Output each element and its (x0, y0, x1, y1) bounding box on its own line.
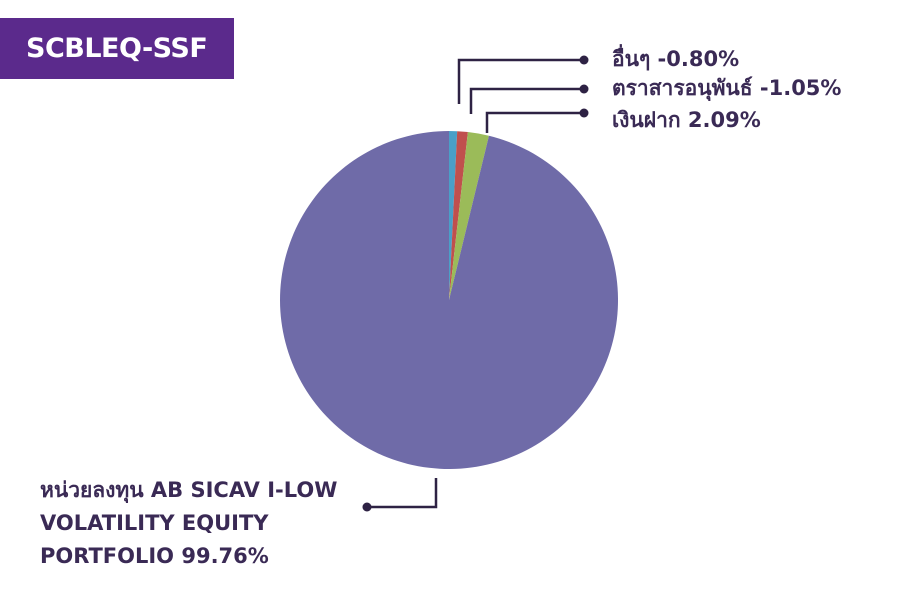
slice-label-derivatives: ตราสารอนุพันธ์ -1.05% (612, 76, 842, 100)
pie-slice-fund-units (280, 131, 619, 469)
pie-slice-derivatives (449, 131, 468, 300)
pie-slice-others (449, 131, 458, 300)
leader-line-derivatives (469, 87, 584, 114)
leader-line-derivatives-dot (579, 84, 589, 94)
leader-line-others (457, 58, 584, 104)
leader-line-fund-units (367, 478, 438, 509)
leader-line-deposits (485, 111, 584, 133)
slice-label-deposits: เงินฝาก 2.09% (612, 108, 761, 132)
leader-line-fund-units-dot (362, 502, 372, 512)
leader-line-others-dot (579, 55, 589, 65)
leader-line-deposits-dot (579, 108, 589, 118)
pie-slice-deposits (449, 132, 489, 300)
fund-name-badge: SCBLEQ-SSF (0, 18, 234, 79)
slice-label-others: อื่นๆ -0.80% (612, 47, 740, 71)
slice-label-fund-units: หน่วยลงทุน AB SICAV I-LOW VOLATILITY EQU… (40, 478, 338, 568)
